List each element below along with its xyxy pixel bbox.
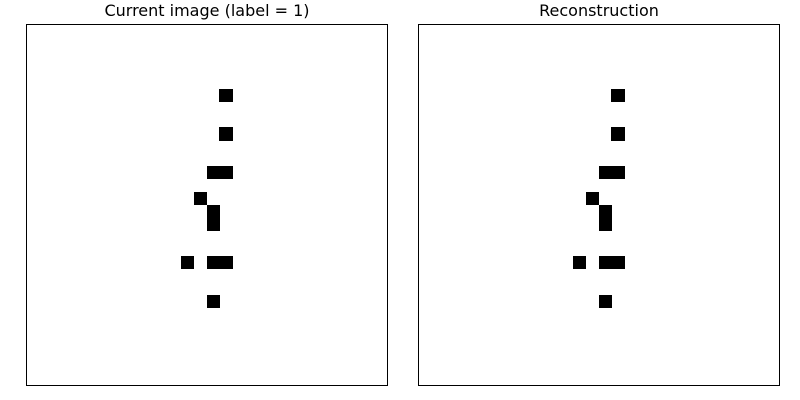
pixel-on: [572, 255, 587, 270]
pixel-on: [180, 255, 195, 270]
pixel-on: [611, 165, 625, 180]
pixel-on: [206, 165, 220, 180]
panel-title-current: Current image (label = 1): [104, 1, 310, 20]
pixel-on: [219, 127, 233, 141]
pixel-on: [598, 217, 612, 231]
pixel-on: [206, 294, 220, 308]
pixel-on: [585, 191, 599, 205]
pixel-on: [206, 204, 220, 218]
reconstruction-image-panel: [418, 24, 780, 386]
panel-title-reconstruction: Reconstruction: [539, 1, 659, 20]
pixel-on: [611, 255, 625, 270]
current-image-panel: [26, 24, 388, 386]
pixel-on: [598, 255, 612, 270]
pixel-on: [219, 255, 233, 270]
pixel-on: [219, 88, 233, 103]
pixel-on: [611, 127, 625, 141]
pixel-on: [206, 255, 220, 270]
pixel-on: [193, 191, 207, 205]
pixel-on: [598, 204, 612, 218]
pixel-on: [611, 88, 625, 103]
pixel-on: [598, 294, 612, 308]
pixel-on: [598, 165, 612, 180]
pixel-on: [206, 217, 220, 231]
pixel-on: [219, 165, 233, 180]
